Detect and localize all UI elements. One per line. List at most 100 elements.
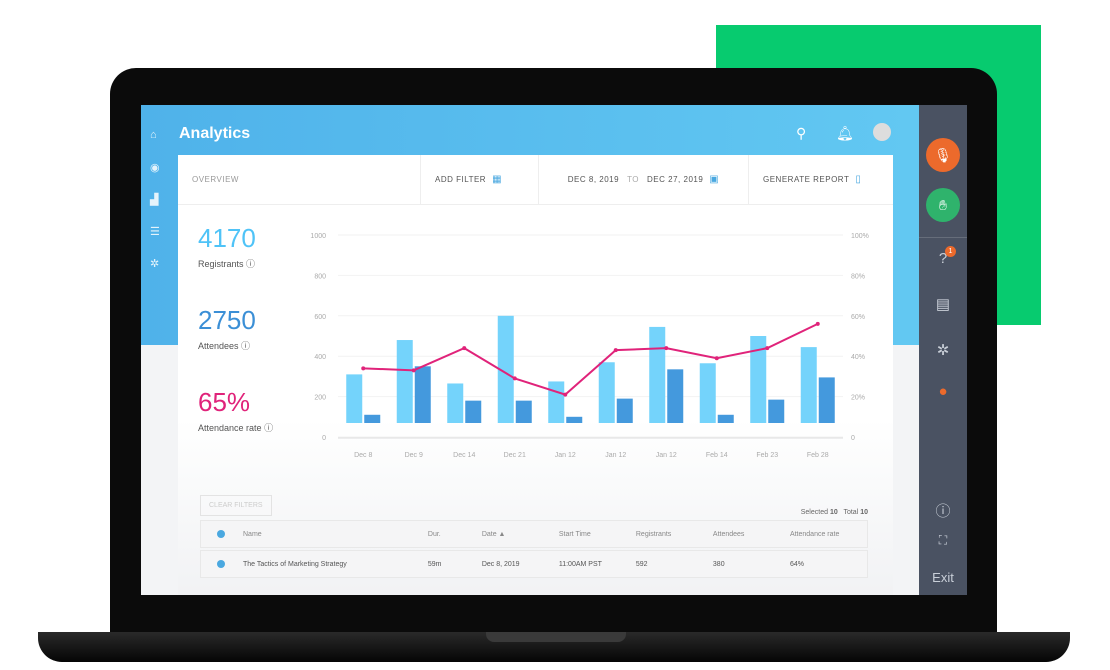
attendance-rate-point <box>462 346 467 351</box>
microphone-icon: 🎙︎ <box>934 146 952 163</box>
bar-attendees <box>818 377 835 423</box>
generate-report-button[interactable]: GENERATE REPORT ▯ <box>763 174 862 185</box>
bar-registrants <box>497 315 514 423</box>
clear-filters-button[interactable]: CLEAR FILTERS <box>200 495 272 516</box>
table-row[interactable]: The Tactics of Marketing Strategy 59m Dec … <box>200 550 868 578</box>
row-checkbox[interactable] <box>217 560 225 568</box>
y-tick-label: 200 <box>314 395 326 402</box>
bar-registrants <box>649 326 666 423</box>
home-icon[interactable]: ⌂ <box>150 129 157 141</box>
bar-registrants <box>447 383 464 423</box>
bar-registrants <box>548 381 565 423</box>
y-tick-label: 800 <box>314 273 326 280</box>
stat-attendees: 2750 Attendees ⓘ <box>198 305 256 351</box>
info-icon[interactable]: ⓘ <box>935 503 951 520</box>
y-tick-label: 400 <box>314 354 326 361</box>
right-sidebar: 🎙︎ ✋︎ ? 1 ▤ ✲ ● ⓘ ⛶ Exit <box>919 105 967 595</box>
x-tick-label: Jan 12 <box>555 452 576 459</box>
stat-attendance-rate: 65% Attendance rate ⓘ <box>198 387 274 433</box>
y-tick-label: 0 <box>322 435 326 442</box>
questions-button[interactable]: ? 1 <box>919 246 967 267</box>
y2-tick-label: 100% <box>851 233 869 240</box>
page-title: Analytics <box>179 125 251 142</box>
bar-registrants <box>598 362 615 423</box>
attendance-rate-point <box>815 321 820 326</box>
attendance-chart: 1000 100% 800 80% 600 60% 400 40% 200 20% 0 0 Dec 8 D… <box>310 233 869 459</box>
y2-tick-label: 60% <box>851 314 865 321</box>
x-tick-label: Jan 12 <box>605 452 626 459</box>
bar-attendees <box>465 400 482 423</box>
x-tick-label: Dec 21 <box>504 452 526 459</box>
bar-attendees <box>717 414 734 423</box>
bar-attendees <box>768 399 785 423</box>
fullscreen-icon[interactable]: ⛶ <box>938 533 948 547</box>
bar-attendees <box>566 416 583 423</box>
y2-tick-label: 0 <box>851 435 855 442</box>
info-icon[interactable]: ⓘ <box>241 341 251 351</box>
bar-registrants <box>800 347 817 423</box>
table-header: Name Dur. Date ▲ Start Time Registrants Atten… <box>200 520 868 548</box>
record-icon[interactable]: ● <box>938 383 948 400</box>
exit-button[interactable]: Exit <box>932 570 954 585</box>
y-tick-label: 600 <box>314 314 326 321</box>
bar-registrants <box>699 363 716 423</box>
bar-registrants <box>396 340 413 423</box>
stat-registrants: 4170 Registrants ⓘ <box>198 223 256 269</box>
attendance-rate-point <box>714 356 719 361</box>
x-tick-label: Dec 9 <box>405 452 423 459</box>
date-range-picker[interactable]: DEC 8, 2019 TO DEC 27, 2019 ▣ <box>539 155 749 204</box>
handouts-icon[interactable]: ▤ <box>935 296 951 313</box>
y2-tick-label: 20% <box>851 395 865 402</box>
bar-registrants <box>750 336 767 423</box>
avatar[interactable] <box>873 123 891 141</box>
add-filter-button[interactable]: ADD FILTER ▦ <box>421 155 539 204</box>
attendance-rate-point <box>512 376 517 381</box>
play-icon[interactable]: ◉ <box>150 162 160 174</box>
select-all-checkbox[interactable] <box>217 530 225 538</box>
question-icon: ? <box>938 250 948 267</box>
x-tick-label: Dec 14 <box>453 452 475 459</box>
document-icon: ▯ <box>855 174 862 185</box>
attendance-rate-point <box>361 366 366 371</box>
settings-icon[interactable]: ✲ <box>936 342 950 359</box>
bar-attendees <box>414 366 431 423</box>
mute-microphone-button[interactable]: 🎙︎ <box>926 138 960 172</box>
overview-card: OVERVIEW ADD FILTER ▦ DEC 8, 2019 TO DEC 27… <box>178 155 893 595</box>
list-icon[interactable]: ☰ <box>150 226 160 238</box>
calendar-icon: ▣ <box>709 174 720 185</box>
attendance-rate-point <box>765 346 770 351</box>
y2-tick-label: 40% <box>851 354 865 361</box>
attendance-rate-point <box>613 348 618 353</box>
filter-icon: ▦ <box>492 174 503 185</box>
screen: ⌂ ◉ ▟ ☰ ✲ Analytics ⚲ 🔔︎ OVERVIEW ADD FI… <box>141 105 967 595</box>
left-nav: ⌂ ◉ ▟ ☰ ✲ <box>141 105 171 345</box>
x-tick-label: Dec 8 <box>354 452 372 459</box>
attendance-rate-point <box>664 346 669 351</box>
hand-icon: ✋︎ <box>939 196 947 213</box>
raise-hand-button[interactable]: ✋︎ <box>926 188 960 222</box>
bar-attendees <box>667 369 684 423</box>
sessions-table: CLEAR FILTERS Selected 10 Total 10 Name D… <box>200 495 868 578</box>
y2-tick-label: 80% <box>851 273 865 280</box>
bar-attendees <box>515 400 532 423</box>
info-icon[interactable]: ⓘ <box>246 259 256 269</box>
x-tick-label: Feb 23 <box>756 452 778 459</box>
attendance-rate-point <box>563 392 568 397</box>
x-tick-label: Feb 14 <box>706 452 728 459</box>
attendance-rate-point <box>411 368 416 373</box>
laptop-notch <box>486 632 626 642</box>
analytics-icon[interactable]: ▟ <box>150 194 159 206</box>
overview-label: OVERVIEW <box>178 155 421 204</box>
y-tick-label: 1000 <box>310 233 326 240</box>
info-icon[interactable]: ⓘ <box>264 423 274 433</box>
notification-badge: 1 <box>945 246 956 257</box>
bar-attendees <box>364 414 381 423</box>
attendance-rate-line <box>363 322 819 396</box>
x-tick-label: Feb 28 <box>807 452 829 459</box>
notification-icon[interactable]: 🔔︎ <box>836 125 854 141</box>
x-tick-label: Jan 12 <box>656 452 677 459</box>
bar-registrants <box>346 374 363 423</box>
settings-icon[interactable]: ✲ <box>150 258 160 270</box>
search-icon[interactable]: ⚲ <box>796 125 807 141</box>
bar-attendees <box>616 398 633 423</box>
